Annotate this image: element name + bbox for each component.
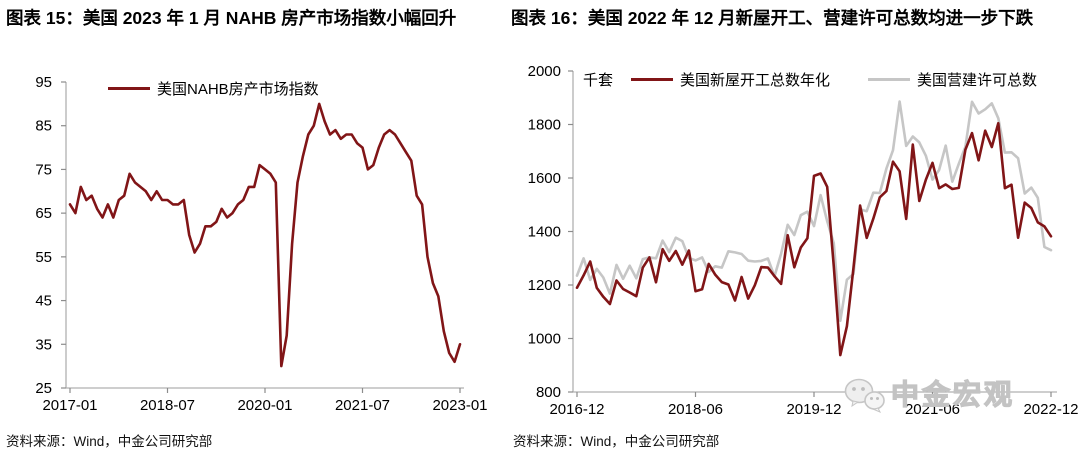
- legend-label: 美国营建许可总数: [917, 72, 1038, 89]
- legend-line-swatch: [108, 87, 150, 90]
- y-tick-label: 2000: [528, 63, 561, 80]
- legend-label: 美国新屋开工总数年化: [680, 72, 831, 89]
- y-tick-label: 1600: [528, 170, 561, 187]
- x-tick-label: 2021-07: [335, 397, 390, 414]
- legend-line-swatch: [631, 78, 673, 81]
- y-tick-label: 55: [35, 249, 52, 266]
- x-tick-label: 2016-12: [549, 401, 604, 418]
- y-tick-label: 85: [35, 118, 52, 135]
- x-tick-label: 2019-12: [786, 401, 841, 418]
- legend-item: 美国营建许可总数: [868, 69, 1037, 90]
- x-tick-label: 2020-01: [237, 397, 292, 414]
- y-tick-label: 1400: [528, 224, 561, 241]
- figure-housing-starts-permits: 图表 16：美国 2022 年 12 月新屋开工、营建许可总数均进一步下跌 美国…: [505, 0, 1080, 458]
- y-tick-label: 75: [35, 161, 52, 178]
- x-tick-label: 2023-01: [432, 397, 487, 414]
- y-axis-unit-label: 千套: [583, 72, 613, 89]
- x-tick-label: 2018-07: [140, 397, 195, 414]
- legend-item: 美国NAHB房产市场指数: [108, 78, 319, 99]
- x-tick-label: 2018-06: [668, 401, 723, 418]
- y-tick-label: 1200: [528, 277, 561, 294]
- source-note: 资料来源：Wind，中金公司研究部: [6, 434, 213, 449]
- legend-label: 美国NAHB房产市场指数: [157, 81, 319, 98]
- y-tick-label: 65: [35, 205, 52, 222]
- figure-nahb-index: 图表 15：美国 2023 年 1 月 NAHB 房产市场指数小幅回升 美国NA…: [0, 0, 505, 458]
- y-tick-label: 95: [35, 74, 52, 91]
- y-tick-label: 800: [536, 384, 561, 401]
- series-line: [575, 121, 1053, 357]
- legend-line-swatch: [868, 78, 911, 81]
- figure-title: 图表 15：美国 2023 年 1 月 NAHB 房产市场指数小幅回升: [6, 8, 457, 28]
- figure-title: 图表 16：美国 2022 年 12 月新屋开工、营建许可总数均进一步下跌: [511, 8, 1034, 28]
- x-tick-label: 2021-06: [905, 401, 960, 418]
- series-line: [68, 102, 462, 368]
- y-tick-label: 25: [35, 380, 52, 397]
- series-line: [575, 100, 1053, 323]
- x-tick-label: 2017-01: [42, 397, 97, 414]
- legend: 美国新屋开工总数年化 美国营建许可总数: [631, 69, 1037, 90]
- y-tick-label: 1000: [528, 331, 561, 348]
- source-note: 资料来源：Wind，中金公司研究部: [513, 434, 720, 449]
- y-tick-label: 35: [35, 336, 52, 353]
- legend: 美国NAHB房产市场指数: [108, 78, 319, 99]
- y-tick-label: 45: [35, 293, 52, 310]
- x-tick-label: 2022-12: [1023, 401, 1078, 418]
- legend-item: 美国新屋开工总数年化: [631, 69, 830, 90]
- y-tick-label: 1800: [528, 117, 561, 134]
